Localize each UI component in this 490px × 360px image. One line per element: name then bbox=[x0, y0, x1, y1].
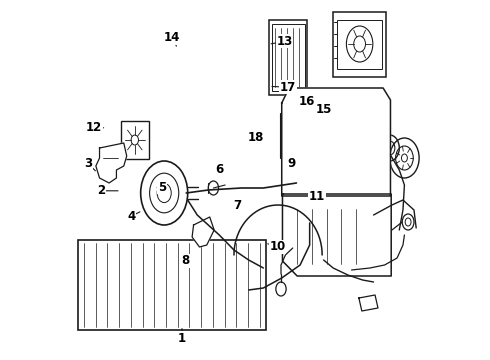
Polygon shape bbox=[282, 88, 391, 196]
Text: 17: 17 bbox=[280, 81, 296, 94]
Text: 6: 6 bbox=[216, 163, 224, 176]
Text: 18: 18 bbox=[247, 131, 264, 144]
Text: 1: 1 bbox=[178, 332, 186, 345]
Text: 8: 8 bbox=[181, 255, 190, 267]
Bar bbox=[291, 204, 378, 266]
Text: 15: 15 bbox=[316, 103, 332, 116]
Polygon shape bbox=[282, 194, 391, 276]
Bar bbox=[280, 113, 291, 158]
Bar bbox=[337, 20, 382, 69]
Bar bbox=[272, 24, 304, 91]
Text: 3: 3 bbox=[84, 157, 93, 170]
Text: 12: 12 bbox=[86, 121, 102, 134]
Bar bbox=[302, 171, 317, 223]
Text: 2: 2 bbox=[97, 184, 105, 197]
Text: 4: 4 bbox=[127, 210, 136, 222]
Text: 9: 9 bbox=[288, 157, 296, 170]
Text: 13: 13 bbox=[276, 35, 293, 48]
Text: 10: 10 bbox=[270, 240, 286, 253]
Text: 5: 5 bbox=[158, 181, 166, 194]
Polygon shape bbox=[192, 217, 214, 247]
Bar bbox=[333, 12, 386, 77]
Text: 11: 11 bbox=[309, 190, 325, 203]
Bar bbox=[78, 240, 266, 330]
Text: 16: 16 bbox=[299, 95, 315, 108]
Text: 14: 14 bbox=[164, 31, 180, 44]
Bar bbox=[121, 121, 149, 159]
Text: 7: 7 bbox=[233, 199, 241, 212]
Bar bbox=[269, 20, 307, 95]
Polygon shape bbox=[96, 143, 127, 183]
